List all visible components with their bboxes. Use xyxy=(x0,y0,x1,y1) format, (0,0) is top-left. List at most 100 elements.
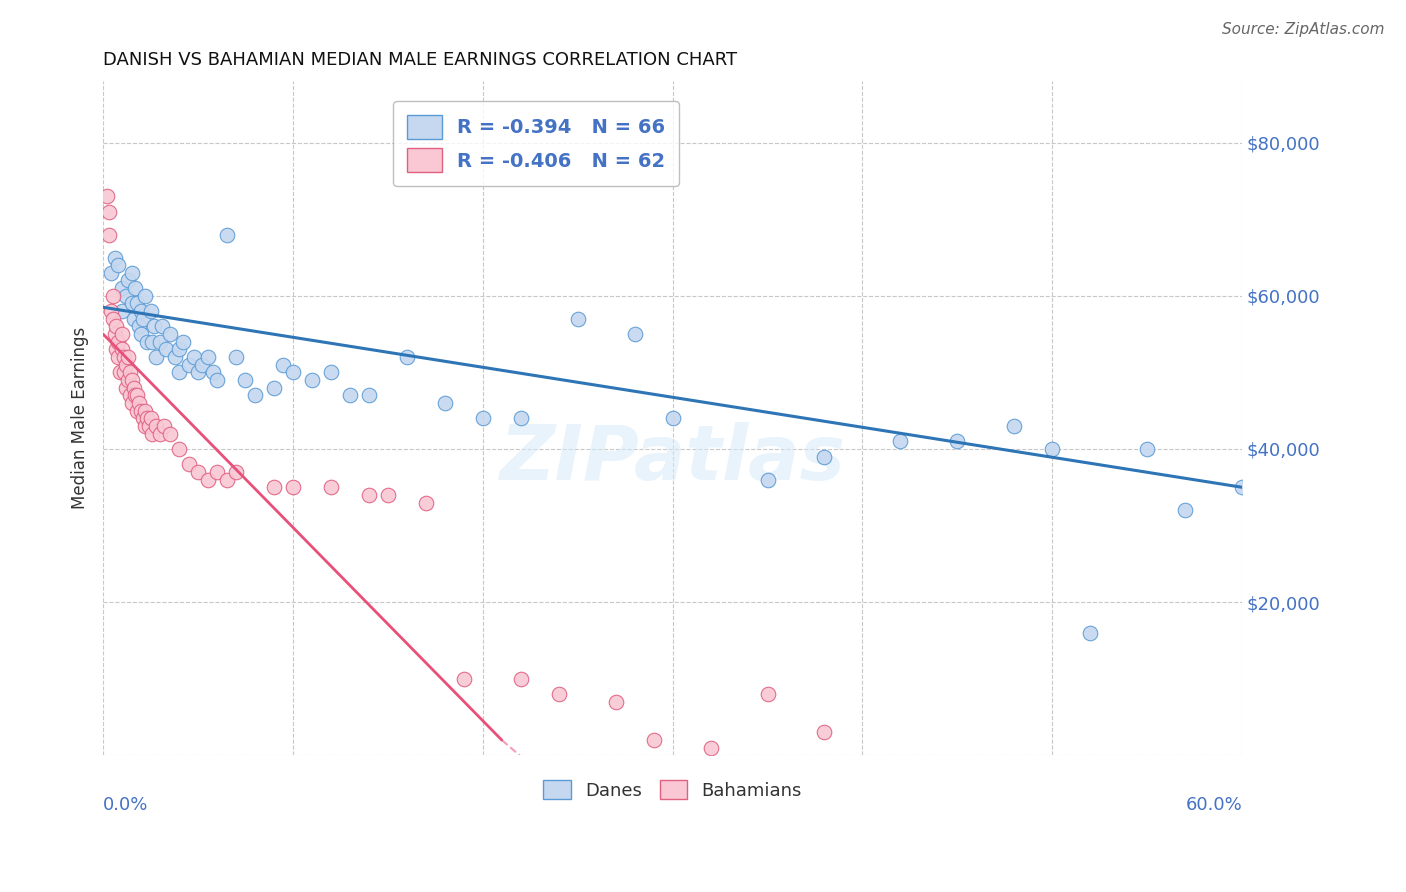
Point xyxy=(202,365,225,379)
Point xyxy=(134,289,156,303)
Point xyxy=(143,319,166,334)
Point xyxy=(145,350,167,364)
Point xyxy=(357,488,380,502)
Point xyxy=(395,350,418,364)
Point xyxy=(319,480,342,494)
Point xyxy=(139,411,162,425)
Point xyxy=(138,419,160,434)
Point xyxy=(153,419,176,434)
Point xyxy=(243,388,266,402)
Point xyxy=(215,473,238,487)
Point xyxy=(453,672,475,686)
Point xyxy=(183,350,205,364)
Point xyxy=(124,281,146,295)
Point xyxy=(117,373,139,387)
Point xyxy=(167,365,190,379)
Point xyxy=(547,687,569,701)
Point xyxy=(149,426,172,441)
Point xyxy=(471,411,494,425)
Point xyxy=(124,388,146,402)
Point xyxy=(112,365,135,379)
Point xyxy=(301,373,323,387)
Point xyxy=(187,465,209,479)
Point xyxy=(813,725,835,739)
Point xyxy=(135,334,157,349)
Point xyxy=(115,381,138,395)
Point xyxy=(132,411,155,425)
Point xyxy=(111,304,134,318)
Point xyxy=(415,495,437,509)
Point xyxy=(107,350,129,364)
Point xyxy=(141,426,163,441)
Point xyxy=(97,204,120,219)
Point xyxy=(149,334,172,349)
Point xyxy=(177,458,200,472)
Point xyxy=(225,350,247,364)
Point xyxy=(946,434,969,449)
Point xyxy=(115,358,138,372)
Point xyxy=(159,327,181,342)
Point xyxy=(121,266,143,280)
Text: ZIPatlas: ZIPatlas xyxy=(499,422,845,496)
Point xyxy=(107,258,129,272)
Point xyxy=(105,343,128,357)
Point xyxy=(155,343,177,357)
Point xyxy=(339,388,361,402)
Point xyxy=(111,281,134,295)
Point xyxy=(107,334,129,349)
Point xyxy=(121,396,143,410)
Point xyxy=(150,319,173,334)
Point xyxy=(159,426,181,441)
Point xyxy=(101,289,124,303)
Point xyxy=(139,304,162,318)
Point xyxy=(96,189,118,203)
Point xyxy=(122,311,145,326)
Point xyxy=(1230,480,1253,494)
Point xyxy=(699,740,721,755)
Point xyxy=(165,350,187,364)
Point xyxy=(127,388,149,402)
Point xyxy=(281,480,304,494)
Point xyxy=(1002,419,1025,434)
Point xyxy=(101,311,124,326)
Point xyxy=(111,327,134,342)
Point xyxy=(103,327,125,342)
Point xyxy=(134,403,156,417)
Point xyxy=(225,465,247,479)
Point xyxy=(813,450,835,464)
Point xyxy=(197,350,219,364)
Point xyxy=(623,327,645,342)
Point xyxy=(235,373,257,387)
Point xyxy=(134,419,156,434)
Point xyxy=(357,388,380,402)
Point xyxy=(605,695,627,709)
Point xyxy=(433,396,456,410)
Point xyxy=(263,480,285,494)
Point xyxy=(122,381,145,395)
Y-axis label: Median Male Earnings: Median Male Earnings xyxy=(72,327,89,509)
Point xyxy=(205,373,228,387)
Point xyxy=(105,319,128,334)
Point xyxy=(643,733,665,747)
Point xyxy=(112,350,135,364)
Point xyxy=(141,334,163,349)
Point xyxy=(97,227,120,242)
Point xyxy=(128,396,150,410)
Point xyxy=(167,442,190,456)
Point xyxy=(121,296,143,310)
Point xyxy=(145,419,167,434)
Point xyxy=(281,365,304,379)
Point xyxy=(205,465,228,479)
Point xyxy=(110,365,132,379)
Point xyxy=(121,373,143,387)
Point xyxy=(115,289,138,303)
Point xyxy=(127,403,149,417)
Point xyxy=(132,311,155,326)
Point xyxy=(567,311,589,326)
Point xyxy=(111,343,134,357)
Point xyxy=(129,304,152,318)
Point xyxy=(215,227,238,242)
Point xyxy=(100,304,122,318)
Point xyxy=(100,266,122,280)
Point xyxy=(756,687,779,701)
